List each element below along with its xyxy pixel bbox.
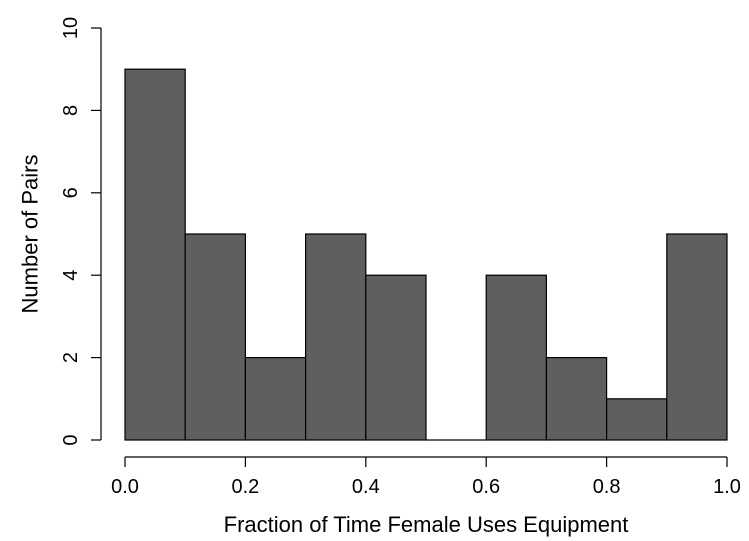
histogram-bar xyxy=(545,357,608,441)
histogram-bar xyxy=(666,233,728,441)
y-tick-label: 8 xyxy=(60,105,82,116)
histogram-bar xyxy=(244,357,307,441)
x-tick-label: 0.8 xyxy=(593,476,621,498)
x-axis: 0.0 0.2 0.4 0.6 0.8 1.0 xyxy=(111,456,741,498)
x-tick-label: 0.0 xyxy=(111,476,139,498)
y-tick-label: 10 xyxy=(60,17,82,39)
x-tick-label: 0.2 xyxy=(231,476,259,498)
bars-group xyxy=(124,68,728,441)
histogram-bar xyxy=(124,68,186,441)
histogram-bar xyxy=(605,398,668,441)
x-tick-label: 0.4 xyxy=(352,476,380,498)
histogram-bar xyxy=(305,233,367,441)
histogram-bar xyxy=(485,274,548,441)
x-tick-label: 1.0 xyxy=(713,476,741,498)
histogram-bar xyxy=(184,233,246,441)
y-tick-label: 4 xyxy=(60,270,82,281)
x-tick-label: 0.6 xyxy=(472,476,500,498)
y-tick-label: 6 xyxy=(60,187,82,198)
y-tick-label: 2 xyxy=(60,352,82,363)
x-axis-title: Fraction of Time Female Uses Equipment xyxy=(224,512,629,537)
y-axis: 0 2 4 6 8 10 xyxy=(60,17,102,446)
histogram-bar xyxy=(365,274,427,441)
y-axis-title: Number of Pairs xyxy=(18,155,43,314)
y-tick-label: 0 xyxy=(60,434,82,445)
